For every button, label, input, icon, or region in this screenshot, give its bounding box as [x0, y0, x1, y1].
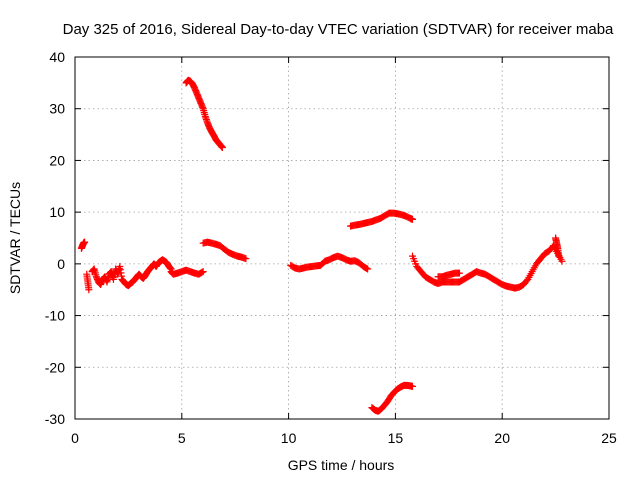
y-tick-label: 0: [57, 256, 65, 272]
x-axis: 0 5 10 15 20 25: [71, 57, 617, 446]
y-tick-label: 40: [49, 49, 65, 65]
data-point: [455, 269, 463, 277]
x-tick-label: 10: [281, 430, 297, 446]
y-axis-label: SDTVAR / TECUs: [7, 182, 23, 294]
data-points: [77, 76, 566, 415]
y-tick-label: -10: [45, 308, 65, 324]
data-point: [218, 144, 226, 151]
x-tick-label: 0: [71, 430, 79, 446]
data-point: [242, 255, 250, 263]
y-tick-label: -20: [45, 359, 65, 375]
x-tick-label: 5: [178, 430, 186, 446]
data-point: [555, 252, 563, 260]
data-point: [364, 265, 372, 273]
data-point: [199, 268, 207, 276]
data-point: [363, 264, 371, 272]
y-tick-label: 10: [49, 204, 65, 220]
x-tick-label: 25: [601, 430, 617, 446]
data-point: [558, 257, 566, 265]
plot-frame: [74, 56, 610, 420]
data-point: [198, 268, 206, 276]
grid-lines: [75, 57, 609, 419]
data-point: [408, 215, 416, 223]
x-axis-label: GPS time / hours: [288, 457, 395, 473]
y-tick-label: 20: [49, 152, 65, 168]
y-tick-label: 30: [49, 101, 65, 117]
x-tick-label: 15: [388, 430, 404, 446]
x-tick-label: 20: [494, 430, 510, 446]
data-point: [85, 286, 93, 294]
y-axis: -30 -20 -10 0 10 20 30 40: [45, 49, 609, 427]
chart-title: Day 325 of 2016, Sidereal Day-to-day VTE…: [63, 21, 614, 38]
data-point: [408, 382, 416, 390]
y-tick-label: -30: [45, 411, 65, 427]
data-point: [81, 238, 89, 246]
